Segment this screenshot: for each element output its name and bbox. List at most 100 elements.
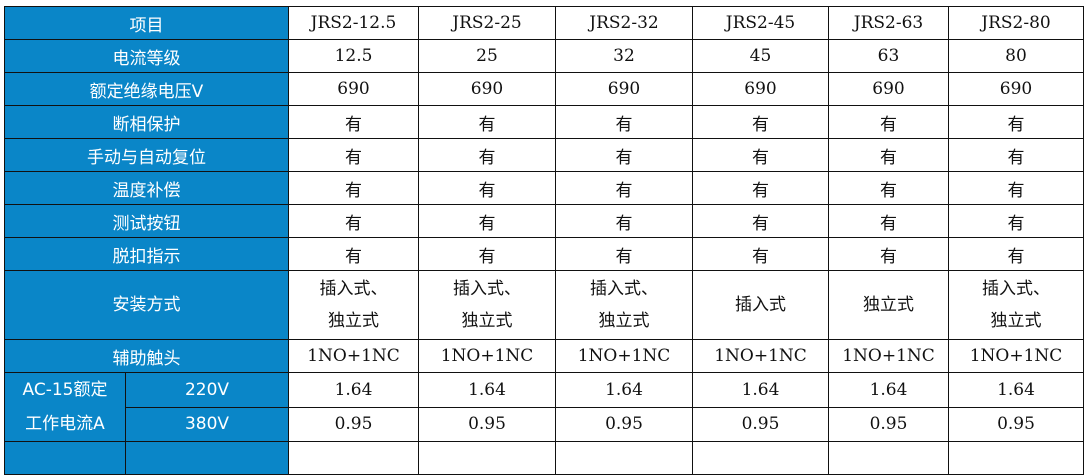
cell-value: 1.64 [948,372,1084,408]
cell-value: 690 [828,72,949,106]
row-label: 辅助触头 [4,339,289,373]
ac15-label-line: AC-15额定 [22,380,108,400]
install-line: 插入式、 [590,279,658,299]
cell-value: 有 [692,204,829,238]
cell-value: 有 [555,204,693,238]
row-label: 安装方式 [4,270,289,340]
cell-value: 有 [828,138,949,172]
cell-value: 插入式 [692,270,829,340]
row-label: 电流等级 [4,39,289,73]
cell-value: 有 [288,237,419,271]
row-label: 断相保护 [4,105,289,139]
cell-value: 1.64 [555,372,693,408]
blank-cell [828,441,949,475]
install-line: 插入式、 [453,279,521,299]
model-header: JRS2-25 [418,6,556,40]
table-row: 断相保护有有有有有有 [4,105,1084,139]
model-header: JRS2-12.5 [288,6,419,40]
table-row: 项目 JRS2-12.5 JRS2-25 JRS2-32 JRS2-45 JRS2-63 J… [4,6,1084,40]
cell-value: 有 [828,237,949,271]
table-row: 温度补偿有有有有有有 [4,171,1084,205]
row-label: 测试按钮 [4,204,289,238]
cell-value: 有 [828,171,949,205]
table-row: 额定绝缘电压V 690 690 690 690 690 690 [4,72,1084,106]
cell-value: 45 [692,39,829,73]
cell-value: 有 [948,105,1084,139]
voltage-label: 380V [125,406,289,442]
cell-value: 1NO+1NC [828,339,949,373]
cell-value: 有 [948,138,1084,172]
cell-value: 0.95 [288,406,419,442]
cell-value: 12.5 [288,39,419,73]
cell-value: 有 [288,105,419,139]
install-line: 插入式、 [982,279,1050,299]
cell-value: 有 [418,204,556,238]
model-header: JRS2-63 [828,6,949,40]
table-row [4,441,1084,475]
model-header: JRS2-45 [692,6,829,40]
cell-value: 690 [288,72,419,106]
cell-value: 插入式、 独立式 [418,270,556,340]
ac15-label-line: 工作电流A [25,414,105,434]
cell-value: 1NO+1NC [288,339,419,373]
cell-value: 有 [948,171,1084,205]
cell-value: 独立式 [828,270,949,340]
cell-value: 1NO+1NC [418,339,556,373]
row-label: 额定绝缘电压V [4,72,289,106]
table-row: 380V 0.95 0.95 0.95 0.95 0.95 0.95 [5,406,1084,442]
cell-value: 1NO+1NC [948,339,1084,373]
cell-value: 有 [555,105,693,139]
cell-value: 690 [555,72,693,106]
cell-value: 63 [828,39,949,73]
voltage-label: 220V [125,372,289,408]
row-label: 手动与自动复位 [4,138,289,172]
cell-value: 0.95 [555,406,693,442]
install-line: 独立式 [990,311,1042,331]
blank-cell [948,441,1084,475]
cell-value: 有 [555,237,693,271]
model-header: JRS2-80 [948,6,1084,40]
model-header: JRS2-32 [555,6,693,40]
cell-value: 1NO+1NC [692,339,829,373]
cell-value: 0.95 [418,406,556,442]
cell-value: 有 [288,204,419,238]
cell-value: 有 [828,105,949,139]
cell-value: 有 [692,138,829,172]
blank-cell [4,441,126,475]
cell-value: 1.64 [828,372,949,408]
cell-value: 有 [555,171,693,205]
cell-value: 有 [288,171,419,205]
cell-value: 有 [418,171,556,205]
row-label: 脱扣指示 [4,237,289,271]
cell-value: 插入式、 独立式 [288,270,419,340]
cell-value: 1.64 [692,372,829,408]
install-line: 插入式 [735,295,786,315]
cell-value: 1NO+1NC [555,339,693,373]
table-row: AC-15额定 工作电流A 220V 1.64 1.64 1.64 1.64 1.64 1.64 [4,372,1084,442]
spec-table: 项目 JRS2-12.5 JRS2-25 JRS2-32 JRS2-45 JRS2-63 J… [4,6,1084,475]
blank-cell [555,441,693,475]
table-row: 手动与自动复位有有有有有有 [4,138,1084,172]
install-line: 插入式、 [319,279,388,299]
cell-value: 有 [418,105,556,139]
cell-value: 690 [418,72,556,106]
cell-value: 0.95 [828,406,949,442]
header-label: 项目 [4,6,289,40]
cell-value: 有 [948,204,1084,238]
cell-value: 32 [555,39,693,73]
cell-value: 有 [555,138,693,172]
cell-value: 690 [692,72,829,106]
table-row: 脱扣指示有有有有有有 [4,237,1084,271]
cell-value: 690 [948,72,1084,106]
cell-value: 0.95 [692,406,829,442]
cell-value: 有 [948,237,1084,271]
row-label: 温度补偿 [4,171,289,205]
cell-value: 有 [692,105,829,139]
cell-value: 插入式、 独立式 [948,270,1084,340]
cell-value: 25 [418,39,556,73]
blank-cell [125,441,289,475]
table-row: 辅助触头 1NO+1NC 1NO+1NC 1NO+1NC 1NO+1NC 1NO+1NC 1… [4,339,1084,373]
table-row: 测试按钮有有有有有有 [4,204,1084,238]
cell-value: 有 [418,237,556,271]
table-row: 电流等级 12.5 25 32 45 63 80 [4,39,1084,73]
